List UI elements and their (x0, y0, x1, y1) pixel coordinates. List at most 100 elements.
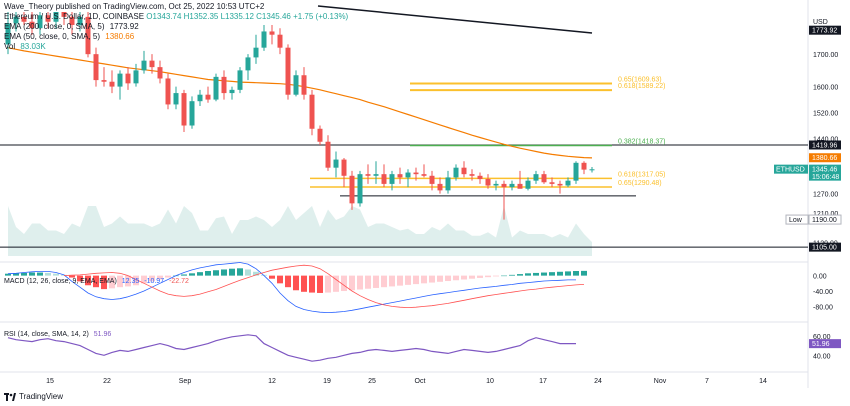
volume-legend: Vol 83.03K (4, 42, 348, 52)
candle-body (253, 47, 259, 58)
candle-body (525, 180, 531, 189)
macd-histogram-bar (477, 275, 483, 278)
rsi-tick-label: 60.00 (813, 334, 831, 341)
candle-body (349, 175, 355, 204)
publisher-line: Wave_Theory published on TradingView.com… (4, 2, 265, 11)
candle-body (205, 94, 211, 100)
candle-body (109, 81, 115, 87)
fib-label-3: 0.618(1317.05) (618, 171, 665, 178)
price-axis-label: 1380.66 (812, 155, 837, 162)
candle-body (125, 73, 131, 84)
macd-value-1: 12.35 (122, 278, 140, 285)
rsi-line (7, 334, 576, 362)
fib-label-0: 0.65(1609.63) (618, 76, 662, 83)
candle-body (117, 73, 123, 87)
price-tick-label: 1440.00 (813, 136, 838, 143)
candle-body (485, 179, 491, 186)
candle-body (61, 12, 67, 17)
price-tick-label: 1600.00 (813, 85, 838, 92)
candle-body (309, 94, 315, 129)
macd-histogram-bar (69, 275, 75, 278)
ema50-legend: EMA (50, close, 0, SMA, 5) 1380.66 (4, 32, 348, 42)
price-axis-label: 1105.00 (812, 245, 837, 252)
macd-histogram-bar (381, 275, 387, 288)
candle-body (373, 174, 379, 176)
candle-body (325, 141, 331, 168)
candle-body (549, 182, 555, 184)
macd-tick-label: 0.00 (813, 274, 827, 281)
ema200-label[interactable]: EMA (200, close, 0, SMA, 5) (4, 22, 105, 31)
macd-histogram-bar (413, 275, 419, 285)
macd-histogram-bar (405, 275, 411, 285)
symbol-name[interactable]: Ethereum / U.S. Dollar, 1D, COINBASE (4, 12, 145, 21)
macd-histogram-bar (573, 271, 579, 276)
candle-body (301, 75, 307, 95)
macd-histogram-bar (21, 272, 27, 276)
macd-histogram-bar (453, 275, 459, 281)
volume-area (8, 206, 592, 256)
volume-label[interactable]: Vol (4, 42, 16, 51)
candle-body (557, 183, 563, 186)
symbol-tag-bg (774, 164, 808, 174)
signal-line (63, 264, 585, 309)
candle-body (573, 162, 579, 181)
svg-text:MACD (12, 26, close, 9, EMA, E: MACD (12, 26, close, 9, EMA, EMA) 12.35 … (4, 278, 189, 285)
candle-body (93, 54, 99, 81)
candle-body (365, 174, 371, 176)
candle-body (509, 183, 515, 188)
candle-body (413, 172, 419, 175)
candle-body (85, 16, 91, 55)
brand-name[interactable]: TradingView (19, 392, 64, 401)
candle-body (381, 174, 387, 184)
ema200-value: 1773.92 (109, 22, 139, 31)
time-tick-label: 25 (368, 378, 376, 385)
macd-histogram-bar (253, 271, 259, 276)
macd-histogram-bar (581, 270, 587, 276)
macd-histogram-bar (357, 275, 363, 290)
price-axis-label: 1190.00 (812, 217, 837, 224)
macd-histogram-bar (45, 272, 51, 276)
macd-histogram-bar (333, 275, 339, 292)
candle-body (541, 174, 547, 183)
macd-histogram-bar (213, 270, 219, 276)
candle-body (53, 12, 59, 22)
candle-body (157, 67, 163, 79)
candle-body (197, 94, 203, 102)
macd-histogram-bar (293, 275, 299, 291)
macd-value-2: -10.97 (144, 278, 164, 285)
price-axis-label: 1419.96 (812, 142, 837, 149)
time-tick-label: 7 (705, 378, 709, 385)
fib-label-2: 0.382(1418.37) (618, 139, 665, 146)
macd-histogram-bar (325, 275, 331, 293)
macd-line (7, 262, 576, 314)
macd-histogram-bar (237, 268, 243, 276)
macd-histogram-bar (397, 275, 403, 286)
time-tick-label: 22 (103, 378, 111, 385)
rsi-value: 51.96 (94, 331, 112, 338)
ema50-value: 1380.66 (105, 32, 135, 41)
candle-body (461, 167, 467, 175)
currency-label: USD (813, 19, 828, 26)
macd-histogram-bar (229, 268, 235, 276)
ema50-label[interactable]: EMA (50, close, 0, SMA, 5) (4, 32, 101, 41)
macd-title: MACD (12, 26, close, 9, EMA, EMA) (4, 278, 117, 285)
macd-histogram-bar (109, 275, 115, 289)
candle-body (341, 159, 347, 176)
fib-label-4: 0.65(1290.48) (618, 180, 662, 187)
macd-histogram-bar (285, 275, 291, 288)
macd-histogram-bar (445, 275, 451, 282)
candle-body (397, 174, 403, 178)
price-axis-label-bg (808, 214, 842, 225)
macd-histogram-bar (309, 275, 315, 293)
candle-body (269, 31, 275, 35)
candle-body (37, 15, 43, 29)
candle-body (357, 174, 363, 204)
price-axis-label-bg (809, 25, 841, 35)
macd-histogram-bar (13, 273, 19, 276)
candle-body (389, 174, 395, 184)
low-tag-bg (785, 214, 809, 225)
candle-body (213, 76, 219, 100)
macd-histogram-bar (509, 274, 515, 276)
macd-histogram-bar (485, 275, 491, 278)
macd-histogram-bar (269, 275, 275, 279)
